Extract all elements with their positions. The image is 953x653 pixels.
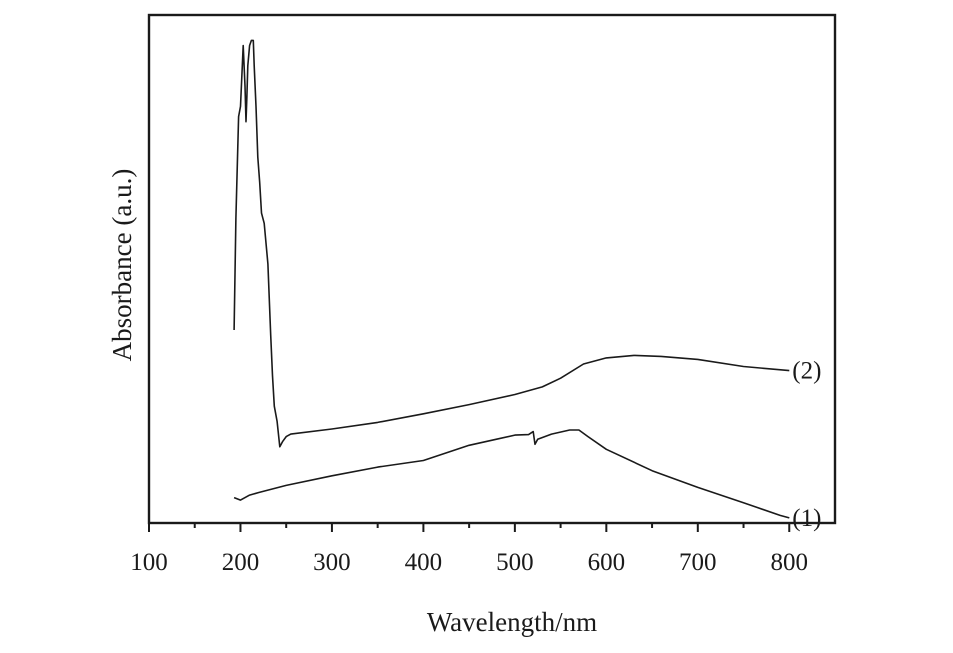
x-tick-label: 500 xyxy=(496,549,534,576)
x-axis: 100 200 300 400 500 600 700 800 xyxy=(130,523,808,576)
x-tick-label: 400 xyxy=(405,549,443,576)
plot-frame xyxy=(147,13,837,525)
x-tick-label: 300 xyxy=(313,549,351,576)
x-axis-title: Wavelength/nm xyxy=(427,607,597,637)
series-label-1: (2) xyxy=(792,358,821,385)
series-label-2: (1) xyxy=(792,505,821,532)
y-axis-title: Absorbance (a.u.) xyxy=(107,169,137,362)
x-tick-label: 600 xyxy=(588,549,626,576)
series-line-1 xyxy=(233,39,790,448)
x-tick-label: 100 xyxy=(130,549,168,576)
series-line-2 xyxy=(233,429,790,519)
x-tick-label: 700 xyxy=(679,549,717,576)
x-tick-label: 200 xyxy=(222,549,260,576)
series-labels: (2) (1) xyxy=(792,358,821,532)
series-layer xyxy=(233,39,790,519)
x-tick-label: 800 xyxy=(771,549,809,576)
